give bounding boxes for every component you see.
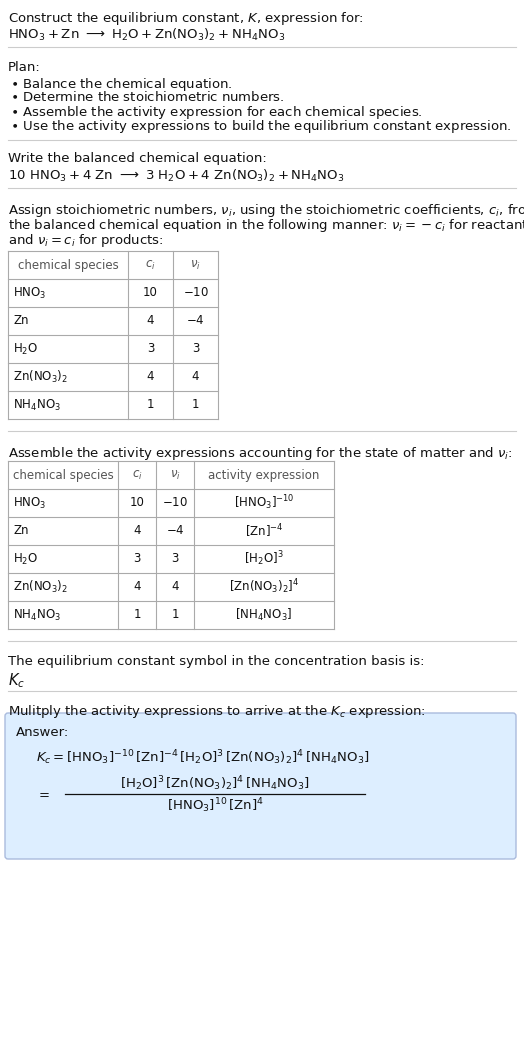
Text: 1: 1 [147,399,154,411]
Text: The equilibrium constant symbol in the concentration basis is:: The equilibrium constant symbol in the c… [8,655,424,668]
Text: $\mathrm{Zn(NO_3)_2}$: $\mathrm{Zn(NO_3)_2}$ [13,579,68,595]
Text: 4: 4 [192,371,199,383]
Text: Construct the equilibrium constant, $K$, expression for:: Construct the equilibrium constant, $K$,… [8,10,364,27]
Text: $-4$: $-4$ [166,525,184,537]
Text: $\nu_i$: $\nu_i$ [190,258,201,272]
Text: $\mathrm{10\ HNO_3 + 4\ Zn\ \longrightarrow\ 3\ H_2O + 4\ Zn(NO_3)_2 + NH_4NO_3}: $\mathrm{10\ HNO_3 + 4\ Zn\ \longrightar… [8,168,345,184]
Text: 4: 4 [147,371,154,383]
Text: Write the balanced chemical equation:: Write the balanced chemical equation: [8,152,267,166]
Text: 1: 1 [192,399,199,411]
Text: $[\mathrm{NH_4NO_3}]$: $[\mathrm{NH_4NO_3}]$ [235,607,292,624]
Text: $\mathrm{H_2O}$: $\mathrm{H_2O}$ [13,552,38,566]
Text: 3: 3 [192,342,199,355]
Text: $[\mathrm{HNO_3}]^{-10}$: $[\mathrm{HNO_3}]^{-10}$ [234,493,294,512]
Text: and $\nu_i = c_i$ for products:: and $\nu_i = c_i$ for products: [8,232,163,249]
Text: 3: 3 [133,553,140,565]
Text: Zn: Zn [13,314,28,328]
Text: $\mathrm{NH_4NO_3}$: $\mathrm{NH_4NO_3}$ [13,608,61,623]
Text: 3: 3 [171,553,179,565]
Text: 10: 10 [143,286,158,300]
Text: $[\mathrm{Zn}]^{-4}$: $[\mathrm{Zn}]^{-4}$ [245,523,283,540]
Text: $[\mathrm{H_2O}]^3\,[\mathrm{Zn(NO_3)_2}]^4\,[\mathrm{NH_4NO_3}]$: $[\mathrm{H_2O}]^3\,[\mathrm{Zn(NO_3)_2}… [120,775,310,793]
Text: Assign stoichiometric numbers, $\nu_i$, using the stoichiometric coefficients, $: Assign stoichiometric numbers, $\nu_i$, … [8,202,524,219]
Text: the balanced chemical equation in the following manner: $\nu_i = -c_i$ for react: the balanced chemical equation in the fo… [8,217,524,234]
Text: $c_i$: $c_i$ [145,258,156,272]
Text: $K_c = [\mathrm{HNO_3}]^{-10}\,[\mathrm{Zn}]^{-4}\,[\mathrm{H_2O}]^3\,[\mathrm{Z: $K_c = [\mathrm{HNO_3}]^{-10}\,[\mathrm{… [36,748,369,767]
Text: $\nu_i$: $\nu_i$ [170,468,180,482]
Text: $\mathrm{NH_4NO_3}$: $\mathrm{NH_4NO_3}$ [13,398,61,412]
Text: $\bullet$ Use the activity expressions to build the equilibrium constant express: $\bullet$ Use the activity expressions t… [10,118,511,135]
Text: $=$: $=$ [36,787,50,801]
FancyBboxPatch shape [5,713,516,859]
Text: $\mathrm{Zn(NO_3)_2}$: $\mathrm{Zn(NO_3)_2}$ [13,369,68,385]
Text: $K_c$: $K_c$ [8,671,25,690]
Text: $\mathrm{H_2O}$: $\mathrm{H_2O}$ [13,341,38,357]
Text: $\bullet$ Determine the stoichiometric numbers.: $\bullet$ Determine the stoichiometric n… [10,90,285,104]
Text: 3: 3 [147,342,154,355]
Text: 1: 1 [171,609,179,621]
Text: $\bullet$ Assemble the activity expression for each chemical species.: $\bullet$ Assemble the activity expressi… [10,104,423,121]
Text: 1: 1 [133,609,141,621]
Text: $-10$: $-10$ [182,286,209,300]
Text: $-4$: $-4$ [186,314,205,328]
Text: Answer:: Answer: [16,726,69,739]
Text: activity expression: activity expression [209,468,320,482]
Text: $[\mathrm{Zn(NO_3)_2}]^4$: $[\mathrm{Zn(NO_3)_2}]^4$ [229,578,299,596]
Text: 4: 4 [133,581,141,593]
Text: Assemble the activity expressions accounting for the state of matter and $\nu_i$: Assemble the activity expressions accoun… [8,445,512,462]
Text: 10: 10 [129,497,145,509]
Text: Mulitply the activity expressions to arrive at the $K_c$ expression:: Mulitply the activity expressions to arr… [8,703,426,720]
Text: 4: 4 [171,581,179,593]
Text: 4: 4 [147,314,154,328]
Text: 4: 4 [133,525,141,537]
Bar [8,251,218,418]
Text: $-10$: $-10$ [162,497,188,509]
Text: $\bullet$ Balance the chemical equation.: $\bullet$ Balance the chemical equation. [10,76,233,93]
Text: $[\mathrm{H_2O}]^3$: $[\mathrm{H_2O}]^3$ [244,550,284,568]
Text: Zn: Zn [13,525,28,537]
Text: $\mathrm{HNO_3 + Zn\ \longrightarrow\ H_2O + Zn(NO_3)_2 + NH_4NO_3}$: $\mathrm{HNO_3 + Zn\ \longrightarrow\ H_… [8,27,285,43]
Text: $\mathrm{HNO_3}$: $\mathrm{HNO_3}$ [13,285,47,301]
Bar [8,461,334,629]
Text: Plan:: Plan: [8,61,41,74]
Text: $\mathrm{HNO_3}$: $\mathrm{HNO_3}$ [13,496,47,510]
Text: chemical species: chemical species [18,258,118,272]
Text: chemical species: chemical species [13,468,113,482]
Text: $c_i$: $c_i$ [132,468,143,482]
Text: $[\mathrm{HNO_3}]^{10}\,[\mathrm{Zn}]^4$: $[\mathrm{HNO_3}]^{10}\,[\mathrm{Zn}]^4$ [167,796,264,815]
